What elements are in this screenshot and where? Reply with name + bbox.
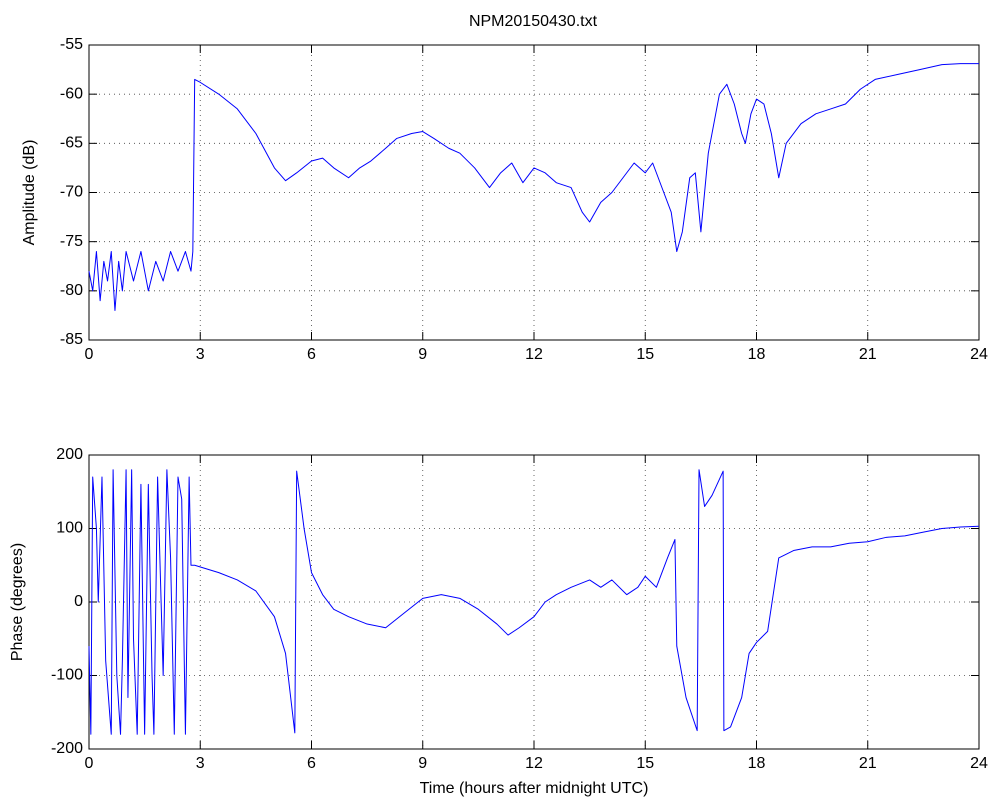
y-axis-label: Phase (degrees): [9, 543, 26, 661]
x-tick-label: 24: [970, 346, 988, 363]
y-tick-label: -80: [60, 282, 83, 299]
x-tick-label: 12: [525, 346, 543, 363]
y-tick-label: 100: [56, 520, 83, 537]
x-tick-label: 18: [748, 755, 766, 772]
y-tick-label: -75: [60, 233, 83, 250]
x-tick-label: 21: [859, 346, 877, 363]
y-axis-label: Amplitude (dB): [21, 140, 38, 246]
x-tick-label: 15: [636, 755, 654, 772]
axes-frame: [88, 454, 980, 750]
x-tick-label: 24: [970, 755, 988, 772]
x-tick-label: 21: [859, 755, 877, 772]
y-tick-label: 0: [74, 593, 83, 610]
x-tick-label: 9: [418, 346, 427, 363]
y-tick-label: -100: [51, 667, 83, 684]
y-tick-label: -60: [60, 85, 83, 102]
chart-title: NPM20150430.txt: [469, 13, 598, 30]
data-line: [88, 469, 980, 735]
x-tick-label: 18: [748, 346, 766, 363]
axes-frame: [88, 44, 980, 341]
y-tick-label: -55: [60, 36, 83, 53]
x-tick-label: 15: [636, 346, 654, 363]
y-tick-label: 200: [56, 446, 83, 463]
x-tick-label: 3: [196, 755, 205, 772]
x-tick-label: 6: [307, 755, 316, 772]
y-tick-label: -200: [51, 740, 83, 757]
x-tick-label: 0: [85, 346, 94, 363]
x-tick-label: 0: [85, 755, 94, 772]
x-tick-label: 3: [196, 346, 205, 363]
x-tick-label: 9: [418, 755, 427, 772]
y-tick-label: -65: [60, 135, 83, 152]
x-axis-label: Time (hours after midnight UTC): [420, 780, 649, 797]
data-line: [88, 63, 979, 311]
y-tick-label: -85: [60, 331, 83, 348]
x-tick-label: 12: [525, 755, 543, 772]
y-tick-label: -70: [60, 184, 83, 201]
x-tick-label: 6: [307, 346, 316, 363]
